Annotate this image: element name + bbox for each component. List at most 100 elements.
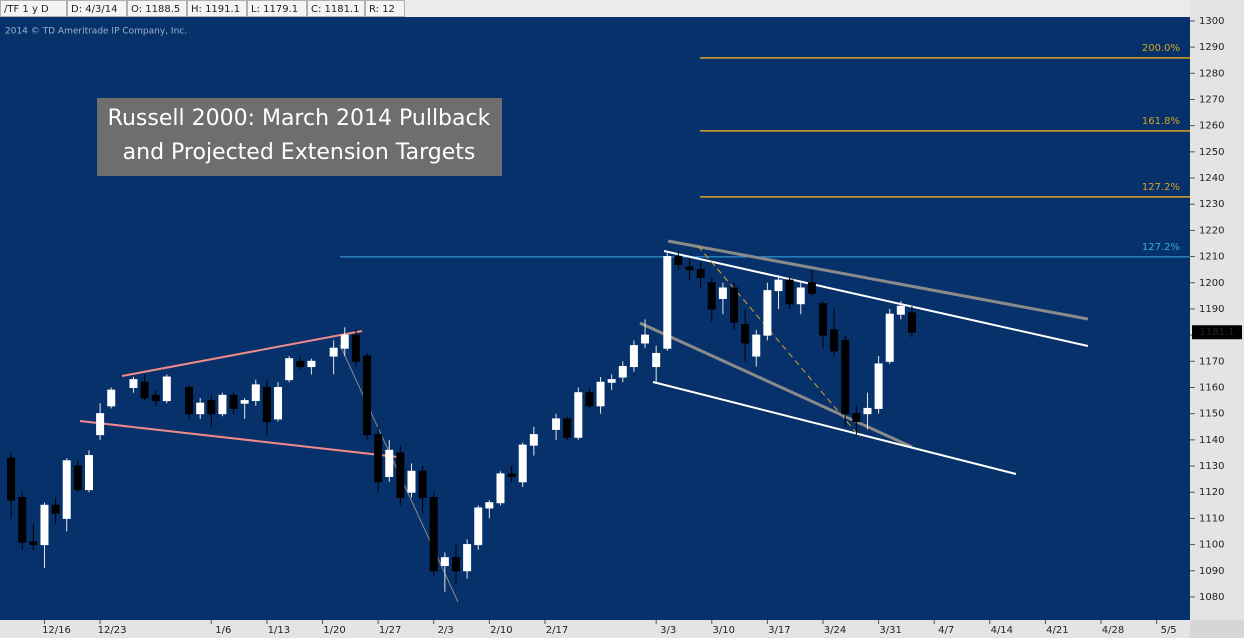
candle-body [162, 376, 171, 402]
trendline [697, 245, 861, 438]
level-label: 161.8% [1142, 116, 1180, 127]
header-text: R: 12 [369, 4, 395, 15]
candle-body [607, 379, 616, 383]
candle-body [552, 418, 561, 430]
x-tick-label: 4/21 [1046, 625, 1068, 636]
candle-body [296, 360, 305, 368]
candle-body [129, 379, 138, 388]
levels: 200.0% 161.8% 127.2% 127.2% [340, 43, 1190, 258]
y-tick-label: 1280 [1199, 68, 1224, 79]
header-cell [127, 0, 187, 17]
candle-body [730, 287, 739, 323]
candle-body [641, 334, 650, 344]
candle-body [774, 279, 783, 292]
header-text: L: 1179.1 [251, 4, 298, 15]
header-cell [0, 0, 67, 17]
candle-body [696, 269, 705, 279]
level-label: 127.2% [1142, 182, 1180, 193]
candle-body [807, 282, 816, 294]
last-price: 1181.1 [1200, 327, 1235, 338]
trendline [639, 321, 913, 449]
candle-body [140, 381, 149, 399]
header-text: D: 4/3/14 [71, 4, 117, 15]
header-text: H: 1191.1 [191, 4, 240, 15]
candle-body [652, 352, 661, 368]
candle-body [218, 394, 227, 415]
candle-body [852, 413, 861, 423]
trendline [652, 381, 1017, 475]
candle-body [229, 394, 238, 409]
y-tick-label: 1210 [1199, 252, 1224, 263]
candle-body [151, 394, 160, 402]
candles [7, 251, 916, 592]
candle-body [896, 305, 905, 315]
trendline [121, 330, 363, 377]
y-axis-panel [1190, 0, 1244, 620]
candle-body [618, 366, 627, 378]
trendline [663, 250, 1089, 347]
chart-title: Russell 2000: March 2014 Pullback [108, 106, 491, 131]
candle-body [185, 386, 194, 415]
x-tick-label: 1/27 [379, 625, 401, 636]
candle-body [29, 541, 38, 546]
x-tick-label: 1/6 [215, 625, 231, 636]
candle-body [96, 413, 105, 436]
candle-body [73, 465, 82, 491]
x-tick-label: 12/23 [98, 625, 127, 636]
candle-body [429, 496, 438, 572]
candle-body [84, 455, 93, 491]
candle-body [596, 381, 605, 407]
candle-body [18, 496, 27, 543]
candle-body [240, 400, 249, 404]
header-text: /TF 1 y D [4, 4, 49, 15]
candle-body [385, 449, 394, 478]
y-tick-label: 1190 [1199, 304, 1224, 315]
x-axis-panel [0, 620, 1190, 638]
candle-body [585, 392, 594, 407]
x-tick-label: 1/20 [323, 625, 345, 636]
candle-body [507, 473, 516, 478]
candle-body [363, 355, 372, 436]
x-tick-label: 3/31 [879, 625, 901, 636]
candle-body [7, 457, 16, 501]
candle-body [351, 334, 360, 362]
candle-body [763, 290, 772, 336]
y-tick-label: 1230 [1199, 199, 1224, 210]
y-tick-label: 1160 [1199, 382, 1224, 393]
candle-body [663, 256, 672, 349]
candle-body [396, 452, 405, 498]
x-tick-label: 4/7 [938, 625, 954, 636]
candle-body [629, 345, 638, 368]
header-cell [187, 0, 247, 17]
x-tick-label: 5/5 [1161, 625, 1177, 636]
candle-body [674, 256, 683, 265]
candle-body [262, 386, 271, 423]
candle-body [830, 329, 839, 352]
y-tick-label: 1200 [1199, 278, 1224, 289]
chart-title: and Projected Extension Targets [123, 140, 476, 165]
header: /TF 1 y D D: 4/3/14 O: 1188.5 H: 1191.1 L: 1… [0, 0, 405, 17]
candle-body [274, 386, 283, 420]
header-cell [365, 0, 405, 17]
candle-body [251, 384, 260, 402]
candle-body [40, 504, 49, 546]
x-tick-label: 4/14 [991, 625, 1013, 636]
trendline [79, 420, 399, 458]
candle-body [796, 287, 805, 305]
title-box [97, 98, 502, 176]
header-cell [67, 0, 127, 17]
y-tick-label: 1090 [1199, 566, 1224, 577]
candle-body [874, 363, 883, 409]
candle-body [841, 339, 850, 415]
candle-body [207, 400, 216, 415]
header-text: C: 1181.1 [311, 4, 360, 15]
candle-body [374, 434, 383, 483]
candle-body [474, 507, 483, 546]
candle-body [107, 389, 116, 407]
candle-body [718, 287, 727, 299]
candle-body [418, 470, 427, 498]
candle-body [907, 312, 916, 333]
x-tick-label: 3/24 [824, 625, 846, 636]
y-tick-label: 1120 [1199, 487, 1224, 498]
